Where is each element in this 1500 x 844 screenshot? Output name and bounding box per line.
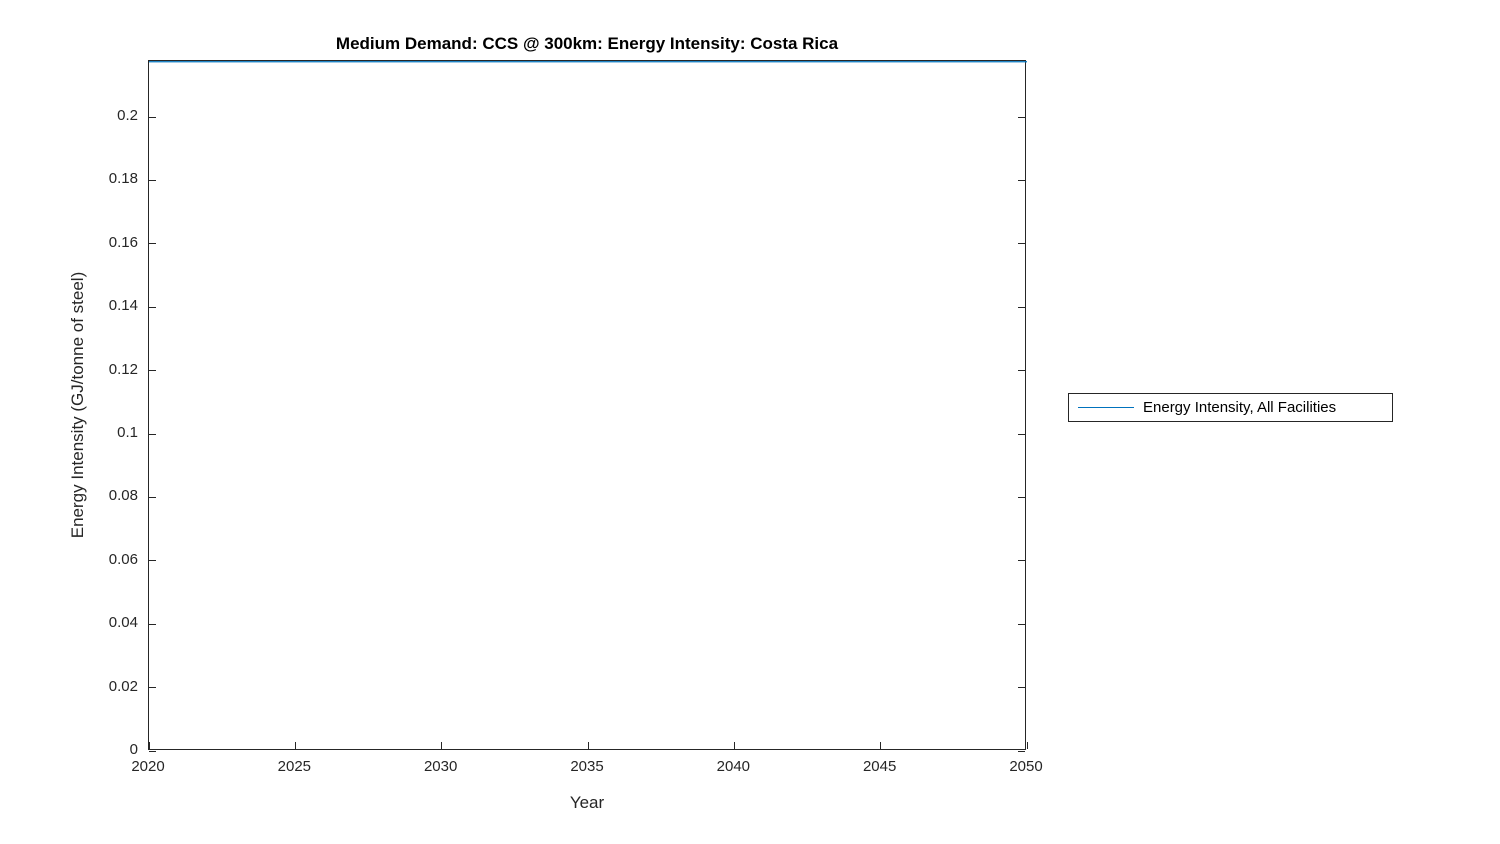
- x-tick-label: 2050: [1009, 758, 1043, 775]
- x-tick-label: 2040: [716, 758, 751, 775]
- plot-area: [148, 60, 1028, 752]
- x-tick-label: 2030: [423, 758, 458, 775]
- y-tick-label: 0.14: [108, 297, 138, 315]
- chart-title: Medium Demand: CCS @ 300km: Energy Inten…: [335, 34, 839, 53]
- y-tick-mark-right: [1018, 560, 1025, 562]
- y-tick-label: 0: [129, 741, 138, 758]
- y-tick-mark-left: [149, 243, 156, 245]
- y-tick-mark-right: [1018, 306, 1025, 308]
- x-tick-mark: [441, 742, 443, 749]
- y-tick-label: 0.06: [108, 550, 138, 568]
- y-tick-mark-right: [1018, 433, 1025, 435]
- y-tick-mark-left: [149, 687, 156, 689]
- y-tick-mark-right: [1018, 750, 1025, 752]
- legend-line-sample-icon: [1078, 407, 1134, 408]
- legend-entry-label: Energy Intensity, All Facilities: [1143, 399, 1337, 416]
- y-tick-label: 0.2: [117, 107, 138, 125]
- y-tick-mark-right: [1018, 623, 1025, 625]
- x-axis-label: Year: [569, 793, 605, 812]
- y-tick-mark-right: [1018, 370, 1025, 372]
- y-tick-mark-left: [149, 433, 156, 435]
- y-tick-mark-left: [149, 623, 156, 625]
- x-tick-mark: [733, 742, 735, 749]
- x-tick-mark: [294, 742, 296, 749]
- x-tick-mark: [587, 742, 589, 749]
- y-tick-label: 0.12: [108, 360, 138, 378]
- x-tick-label: 2045: [862, 758, 897, 775]
- x-tick-mark: [1026, 742, 1028, 749]
- y-tick-mark-left: [149, 370, 156, 372]
- y-tick-mark-right: [1018, 687, 1025, 689]
- series-layer: [149, 61, 1027, 63]
- y-tick-mark-left: [149, 179, 156, 181]
- y-tick-mark-left: [149, 116, 156, 118]
- x-tick-label: 2020: [131, 758, 165, 775]
- y-tick-mark-right: [1018, 116, 1025, 118]
- y-tick-mark-left: [149, 560, 156, 562]
- x-tick-mark: [880, 742, 882, 749]
- y-tick-mark-left: [149, 750, 156, 752]
- x-tick-label: 2035: [570, 758, 604, 775]
- y-tick-mark-left: [149, 306, 156, 308]
- x-tick-label: 2025: [277, 758, 312, 775]
- y-tick-label: 0.16: [108, 233, 138, 251]
- y-tick-label: 0.18: [108, 170, 138, 188]
- x-tick-mark: [148, 742, 150, 749]
- y-tick-mark-right: [1018, 243, 1025, 245]
- y-tick-mark-right: [1018, 179, 1025, 181]
- y-tick-label: 0.08: [108, 487, 138, 505]
- y-tick-mark-left: [149, 496, 156, 498]
- legend: Energy Intensity, All Facilities: [1068, 393, 1393, 422]
- y-tick-label: 0.02: [108, 677, 138, 695]
- y-tick-mark-right: [1018, 496, 1025, 498]
- y-tick-label: 0.1: [117, 424, 138, 442]
- y-tick-label: 0.04: [108, 614, 138, 632]
